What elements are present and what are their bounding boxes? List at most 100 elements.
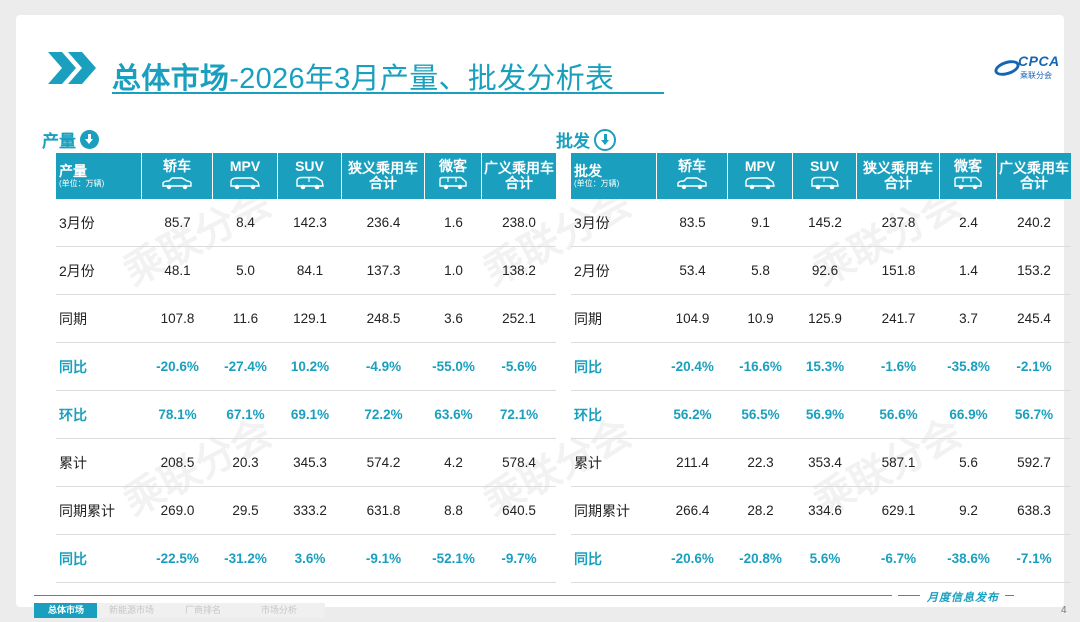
table-cell: 333.2 xyxy=(278,487,342,535)
footer-tabs: 总体市场 新能源市场 厂商排名 市场分析 xyxy=(34,603,325,618)
row-label: 同期 xyxy=(56,295,142,343)
table-cell: -1.6% xyxy=(857,343,940,391)
table-row: 同期 107.8 11.6 129.1 248.5 3.6 252.1 xyxy=(56,295,556,343)
table-cell: 92.6 xyxy=(793,247,857,295)
row-header-unit: (单位：万辆) xyxy=(574,178,620,188)
table-cell: 129.1 xyxy=(278,295,342,343)
table-cell: 3.7 xyxy=(940,295,997,343)
arrow-down-circle-icon xyxy=(80,130,99,149)
column-header: SUV xyxy=(278,153,342,199)
production-label-text: 产量 xyxy=(42,132,76,151)
column-header-label: 狭义乘用车 合计 xyxy=(348,160,418,191)
table-cell: 5.6 xyxy=(940,439,997,487)
table-cell: 5.8 xyxy=(728,247,793,295)
table-cell: 151.8 xyxy=(857,247,940,295)
table-cell: 153.2 xyxy=(997,247,1071,295)
table-cell: -6.7% xyxy=(857,535,940,583)
column-header: 轿车 xyxy=(142,153,213,199)
table-cell: 69.1% xyxy=(278,391,342,439)
table-cell: 66.9% xyxy=(940,391,997,439)
table-cell: 67.1% xyxy=(213,391,278,439)
row-header-title: 产量 xyxy=(59,162,87,179)
table-cell: 53.4 xyxy=(657,247,728,295)
table-cell: 3.6 xyxy=(425,295,482,343)
column-header: 狭义乘用车 合计 xyxy=(857,153,940,199)
table-cell: 125.9 xyxy=(793,295,857,343)
wholesale-section-label: 批发 xyxy=(556,127,616,152)
slide-canvas: 总体市场-2026年3月产量、批发分析表 CPCA 乘联分会 乘联分会 乘联分会… xyxy=(16,15,1071,618)
cpca-logo: CPCA 乘联分会 xyxy=(990,53,1066,81)
table-cell: 9.2 xyxy=(940,487,997,535)
footer-tab[interactable]: 厂商排名 xyxy=(173,603,249,618)
row-header-unit: (单位：万辆) xyxy=(59,178,105,188)
column-header: MPV xyxy=(213,153,278,199)
footer-release-label: 月度信息发布 xyxy=(921,589,1005,605)
table-header-row: 产量 (单位：万辆) 轿车 MPV SUV 狭义乘用车 合计 微客 广义乘用车 合计 xyxy=(56,153,556,199)
table-cell: 20.3 xyxy=(213,439,278,487)
title-rest: -2026年3月产量、批发分析表 xyxy=(229,63,615,95)
table-cell: -35.8% xyxy=(940,343,997,391)
table-row: 环比 56.2% 56.5% 56.9% 56.6% 66.9% 56.7% xyxy=(571,391,1071,439)
table-cell: 4.2 xyxy=(425,439,482,487)
table-row: 同比 -22.5% -31.2% 3.6% -9.1% -52.1% -9.7% xyxy=(56,535,556,583)
table-cell: -7.1% xyxy=(997,535,1071,583)
row-label: 同期 xyxy=(571,295,657,343)
table-cell: 22.3 xyxy=(728,439,793,487)
table-cell: 345.3 xyxy=(278,439,342,487)
table-cell: 269.0 xyxy=(142,487,213,535)
production-section-label: 产量 xyxy=(42,127,99,152)
column-header: SUV xyxy=(793,153,857,199)
table-cell: 9.1 xyxy=(728,199,793,247)
table-cell: 266.4 xyxy=(657,487,728,535)
table-cell: 578.4 xyxy=(482,439,556,487)
column-header-label: 轿车 xyxy=(163,158,191,174)
footer-tab[interactable]: 市场分析 xyxy=(249,603,325,618)
table-cell: 3.6% xyxy=(278,535,342,583)
table-cell: 240.2 xyxy=(997,199,1071,247)
table-cell: 10.2% xyxy=(278,343,342,391)
production-table: 产量 (单位：万辆) 轿车 MPV SUV 狭义乘用车 合计 微客 广义乘用车 合计 3月份 8… xyxy=(56,153,556,583)
column-header-label: 广义乘用车 合计 xyxy=(999,160,1069,191)
table-cell: 241.7 xyxy=(857,295,940,343)
suv-icon xyxy=(793,176,856,193)
table-cell: 145.2 xyxy=(793,199,857,247)
double-chevron-icon xyxy=(48,52,96,84)
column-header: 微客 xyxy=(425,153,482,199)
column-header-label: 微客 xyxy=(439,158,467,174)
wholesale-label-text: 批发 xyxy=(556,132,590,151)
footer-tab[interactable]: 总体市场 xyxy=(34,603,97,618)
mpv-icon xyxy=(213,176,277,193)
sedan-icon xyxy=(657,176,727,193)
column-header-label: 广义乘用车 合计 xyxy=(484,160,554,191)
logo-subtitle: 乘联分会 xyxy=(1020,71,1052,80)
table-row: 同期累计 266.4 28.2 334.6 629.1 9.2 638.3 xyxy=(571,487,1071,535)
title-bold: 总体市场 xyxy=(112,63,230,95)
table-cell: 211.4 xyxy=(657,439,728,487)
table-cell: -9.1% xyxy=(342,535,425,583)
row-header-cell: 批发 (单位：万辆) xyxy=(571,153,657,199)
table-cell: 640.5 xyxy=(482,487,556,535)
row-label: 3月份 xyxy=(571,199,657,247)
table-cell: -31.2% xyxy=(213,535,278,583)
table-cell: -38.6% xyxy=(940,535,997,583)
table-cell: 11.6 xyxy=(213,295,278,343)
row-label: 2月份 xyxy=(571,247,657,295)
table-cell: 56.2% xyxy=(657,391,728,439)
row-label: 2月份 xyxy=(56,247,142,295)
table-cell: -22.5% xyxy=(142,535,213,583)
page-title: 总体市场-2026年3月产量、批发分析表 xyxy=(112,55,614,97)
row-label: 同期累计 xyxy=(56,487,142,535)
table-cell: 1.0 xyxy=(425,247,482,295)
arrow-down-ring-icon xyxy=(594,128,616,151)
table-cell: 638.3 xyxy=(997,487,1071,535)
table-cell: -4.9% xyxy=(342,343,425,391)
table-cell: 56.5% xyxy=(728,391,793,439)
footer-tab[interactable]: 新能源市场 xyxy=(97,603,173,618)
table-row: 同比 -20.4% -16.6% 15.3% -1.6% -35.8% -2.1% xyxy=(571,343,1071,391)
table-cell: -52.1% xyxy=(425,535,482,583)
table-cell: 629.1 xyxy=(857,487,940,535)
title-underline xyxy=(112,92,664,94)
table-cell: 252.1 xyxy=(482,295,556,343)
table-cell: 138.2 xyxy=(482,247,556,295)
table-cell: 137.3 xyxy=(342,247,425,295)
